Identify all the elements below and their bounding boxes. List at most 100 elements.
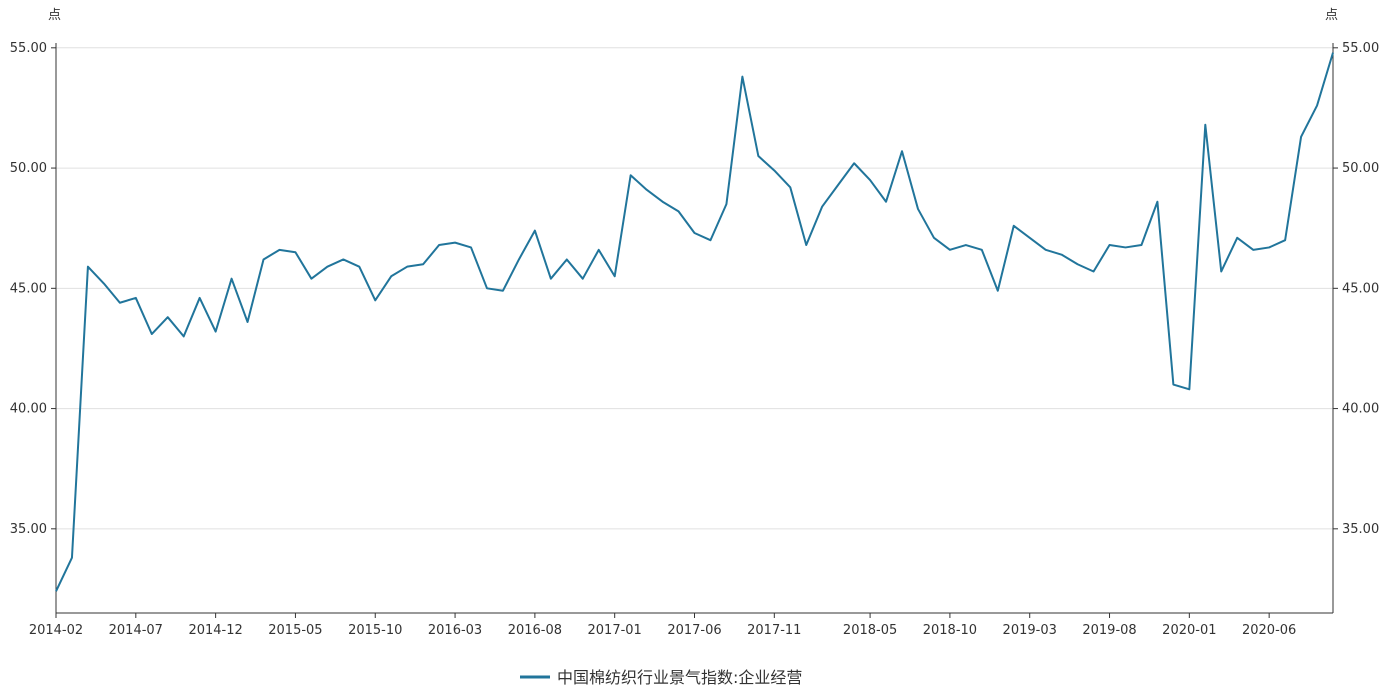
data-point[interactable] bbox=[1282, 237, 1288, 243]
data-point[interactable] bbox=[963, 242, 969, 248]
data-point[interactable] bbox=[1107, 242, 1113, 248]
data-point[interactable] bbox=[692, 230, 698, 236]
data-point[interactable] bbox=[755, 153, 761, 159]
data-point[interactable] bbox=[213, 329, 219, 335]
data-point[interactable] bbox=[803, 242, 809, 248]
x-tick-label: 2015-05 bbox=[268, 623, 322, 638]
data-point[interactable] bbox=[117, 300, 123, 306]
data-point[interactable] bbox=[867, 177, 873, 183]
data-point[interactable] bbox=[851, 160, 857, 166]
right-axis-unit: 点 bbox=[1325, 8, 1338, 23]
data-point[interactable] bbox=[388, 273, 394, 279]
y-tick-label-left: 55.00 bbox=[10, 41, 47, 56]
data-point[interactable] bbox=[340, 256, 346, 262]
data-point[interactable] bbox=[787, 184, 793, 190]
data-point[interactable] bbox=[723, 201, 729, 207]
data-point[interactable] bbox=[1202, 122, 1208, 128]
data-point[interactable] bbox=[819, 204, 825, 210]
x-axis: 2014-02 2014-07 2014-12 2015-05 2015-10 2016-… bbox=[29, 613, 1296, 638]
data-point[interactable] bbox=[1138, 242, 1144, 248]
data-point[interactable] bbox=[1266, 244, 1272, 250]
x-tick-label: 2019-03 bbox=[1003, 623, 1057, 638]
data-point[interactable] bbox=[261, 256, 267, 262]
data-point[interactable] bbox=[1091, 268, 1097, 274]
data-point[interactable] bbox=[484, 285, 490, 291]
data-point[interactable] bbox=[181, 333, 187, 339]
data-point[interactable] bbox=[835, 182, 841, 188]
data-point[interactable] bbox=[1059, 252, 1065, 258]
data-point[interactable] bbox=[1154, 199, 1160, 205]
data-point[interactable] bbox=[564, 256, 570, 262]
data-point[interactable] bbox=[644, 187, 650, 193]
data-point[interactable] bbox=[660, 199, 666, 205]
data-point[interactable] bbox=[1011, 223, 1017, 229]
data-point[interactable] bbox=[324, 264, 330, 270]
data-point[interactable] bbox=[420, 261, 426, 267]
legend[interactable]: 中国棉纺织行业景气指数:企业经营 bbox=[520, 668, 802, 687]
data-point[interactable] bbox=[1170, 382, 1176, 388]
data-point[interactable] bbox=[372, 297, 378, 303]
data-point[interactable] bbox=[580, 276, 586, 282]
legend-series-label: 中国棉纺织行业景气指数:企业经营 bbox=[557, 668, 802, 687]
x-tick-label: 2017-01 bbox=[588, 623, 642, 638]
data-point[interactable] bbox=[1298, 134, 1304, 140]
data-point[interactable] bbox=[516, 256, 522, 262]
left-y-axis: 35.00 40.00 45.00 50.00 55.00 bbox=[10, 41, 56, 537]
data-point[interactable] bbox=[276, 247, 282, 253]
data-point[interactable] bbox=[308, 276, 314, 282]
y-tick-label-left: 50.00 bbox=[10, 161, 47, 176]
data-point[interactable] bbox=[1314, 103, 1320, 109]
data-point[interactable] bbox=[1122, 244, 1128, 250]
y-tick-label-left: 40.00 bbox=[10, 402, 47, 417]
data-point[interactable] bbox=[979, 247, 985, 253]
data-point[interactable] bbox=[883, 199, 889, 205]
data-point[interactable] bbox=[899, 148, 905, 154]
data-point[interactable] bbox=[229, 276, 235, 282]
data-point[interactable] bbox=[1234, 235, 1240, 241]
data-point[interactable] bbox=[292, 249, 298, 255]
data-point[interactable] bbox=[532, 228, 538, 234]
data-point[interactable] bbox=[500, 288, 506, 294]
data-point[interactable] bbox=[548, 276, 554, 282]
data-point[interactable] bbox=[1330, 50, 1336, 56]
data-point[interactable] bbox=[53, 588, 59, 594]
data-point[interactable] bbox=[149, 331, 155, 337]
data-point[interactable] bbox=[947, 247, 953, 253]
data-point[interactable] bbox=[1250, 247, 1256, 253]
data-point[interactable] bbox=[165, 314, 171, 320]
data-point[interactable] bbox=[133, 295, 139, 301]
data-point[interactable] bbox=[931, 235, 937, 241]
data-point[interactable] bbox=[404, 264, 410, 270]
data-point[interactable] bbox=[995, 288, 1001, 294]
data-point[interactable] bbox=[771, 167, 777, 173]
data-point[interactable] bbox=[612, 273, 618, 279]
data-point[interactable] bbox=[452, 240, 458, 246]
data-point[interactable] bbox=[915, 206, 921, 212]
data-point[interactable] bbox=[739, 74, 745, 80]
series-layer bbox=[53, 50, 1336, 594]
x-tick-label: 2014-12 bbox=[188, 623, 242, 638]
data-point[interactable] bbox=[1218, 268, 1224, 274]
series-line bbox=[55, 52, 1334, 592]
data-point[interactable] bbox=[1043, 247, 1049, 253]
data-point[interactable] bbox=[436, 242, 442, 248]
data-point[interactable] bbox=[69, 555, 75, 561]
data-point[interactable] bbox=[101, 281, 107, 287]
data-point[interactable] bbox=[596, 247, 602, 253]
y-tick-label-right: 45.00 bbox=[1342, 281, 1379, 296]
data-point[interactable] bbox=[468, 244, 474, 250]
data-point[interactable] bbox=[1075, 261, 1081, 267]
data-point[interactable] bbox=[628, 172, 634, 178]
data-point[interactable] bbox=[197, 295, 203, 301]
left-axis-unit: 点 bbox=[48, 8, 61, 23]
data-point[interactable] bbox=[707, 237, 713, 243]
data-point[interactable] bbox=[676, 208, 682, 214]
data-point[interactable] bbox=[1186, 386, 1192, 392]
data-point[interactable] bbox=[1027, 235, 1033, 241]
data-point[interactable] bbox=[245, 319, 251, 325]
data-point[interactable] bbox=[356, 264, 362, 270]
grid-lines bbox=[56, 47, 1333, 530]
data-point[interactable] bbox=[85, 264, 91, 270]
y-tick-label-right: 50.00 bbox=[1342, 161, 1379, 176]
